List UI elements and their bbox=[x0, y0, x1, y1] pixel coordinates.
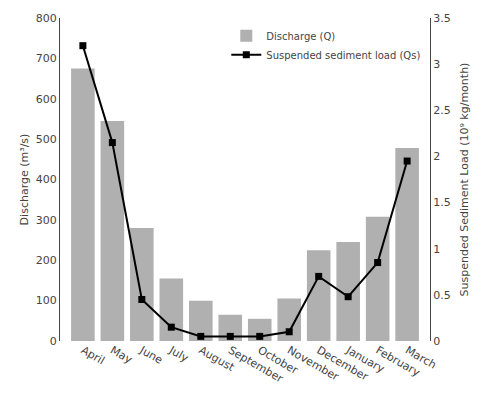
svg-text:December: December bbox=[314, 344, 370, 384]
svg-text:800: 800 bbox=[36, 12, 57, 25]
svg-text:November: November bbox=[285, 344, 341, 384]
svg-text:400: 400 bbox=[36, 173, 57, 186]
svg-text:Suspended sediment load (Qs): Suspended sediment load (Qs) bbox=[266, 50, 420, 61]
svg-text:October: October bbox=[255, 344, 300, 378]
svg-text:Discharge (Q): Discharge (Q) bbox=[266, 31, 335, 42]
svg-text:300: 300 bbox=[36, 214, 57, 227]
svg-text:200: 200 bbox=[36, 254, 57, 267]
svg-text:0: 0 bbox=[433, 335, 440, 348]
svg-text:August: August bbox=[197, 344, 237, 375]
svg-text:April: April bbox=[79, 344, 107, 368]
svg-text:September: September bbox=[226, 344, 286, 386]
svg-text:100: 100 bbox=[36, 294, 57, 307]
svg-text:2: 2 bbox=[433, 150, 440, 163]
svg-text:1: 1 bbox=[433, 243, 440, 256]
svg-text:July: July bbox=[166, 343, 191, 365]
svg-text:0: 0 bbox=[50, 335, 57, 348]
svg-text:Suspended Sediment Load (10⁹ k: Suspended Sediment Load (10⁹ kg/month) bbox=[458, 63, 471, 297]
svg-text:1.5: 1.5 bbox=[433, 196, 451, 209]
svg-text:January: January bbox=[343, 343, 387, 376]
svg-text:600: 600 bbox=[36, 93, 57, 106]
svg-text:May: May bbox=[108, 344, 135, 367]
svg-text:500: 500 bbox=[36, 133, 57, 146]
svg-text:3.5: 3.5 bbox=[433, 12, 451, 25]
svg-text:March: March bbox=[403, 344, 439, 372]
svg-text:Discharge (m³/s): Discharge (m³/s) bbox=[18, 134, 31, 226]
svg-text:February: February bbox=[373, 344, 422, 380]
svg-text:2.5: 2.5 bbox=[433, 104, 451, 117]
svg-text:700: 700 bbox=[36, 52, 57, 65]
svg-text:0.5: 0.5 bbox=[433, 289, 451, 302]
svg-text:3: 3 bbox=[433, 58, 440, 71]
svg-text:June: June bbox=[137, 343, 165, 367]
